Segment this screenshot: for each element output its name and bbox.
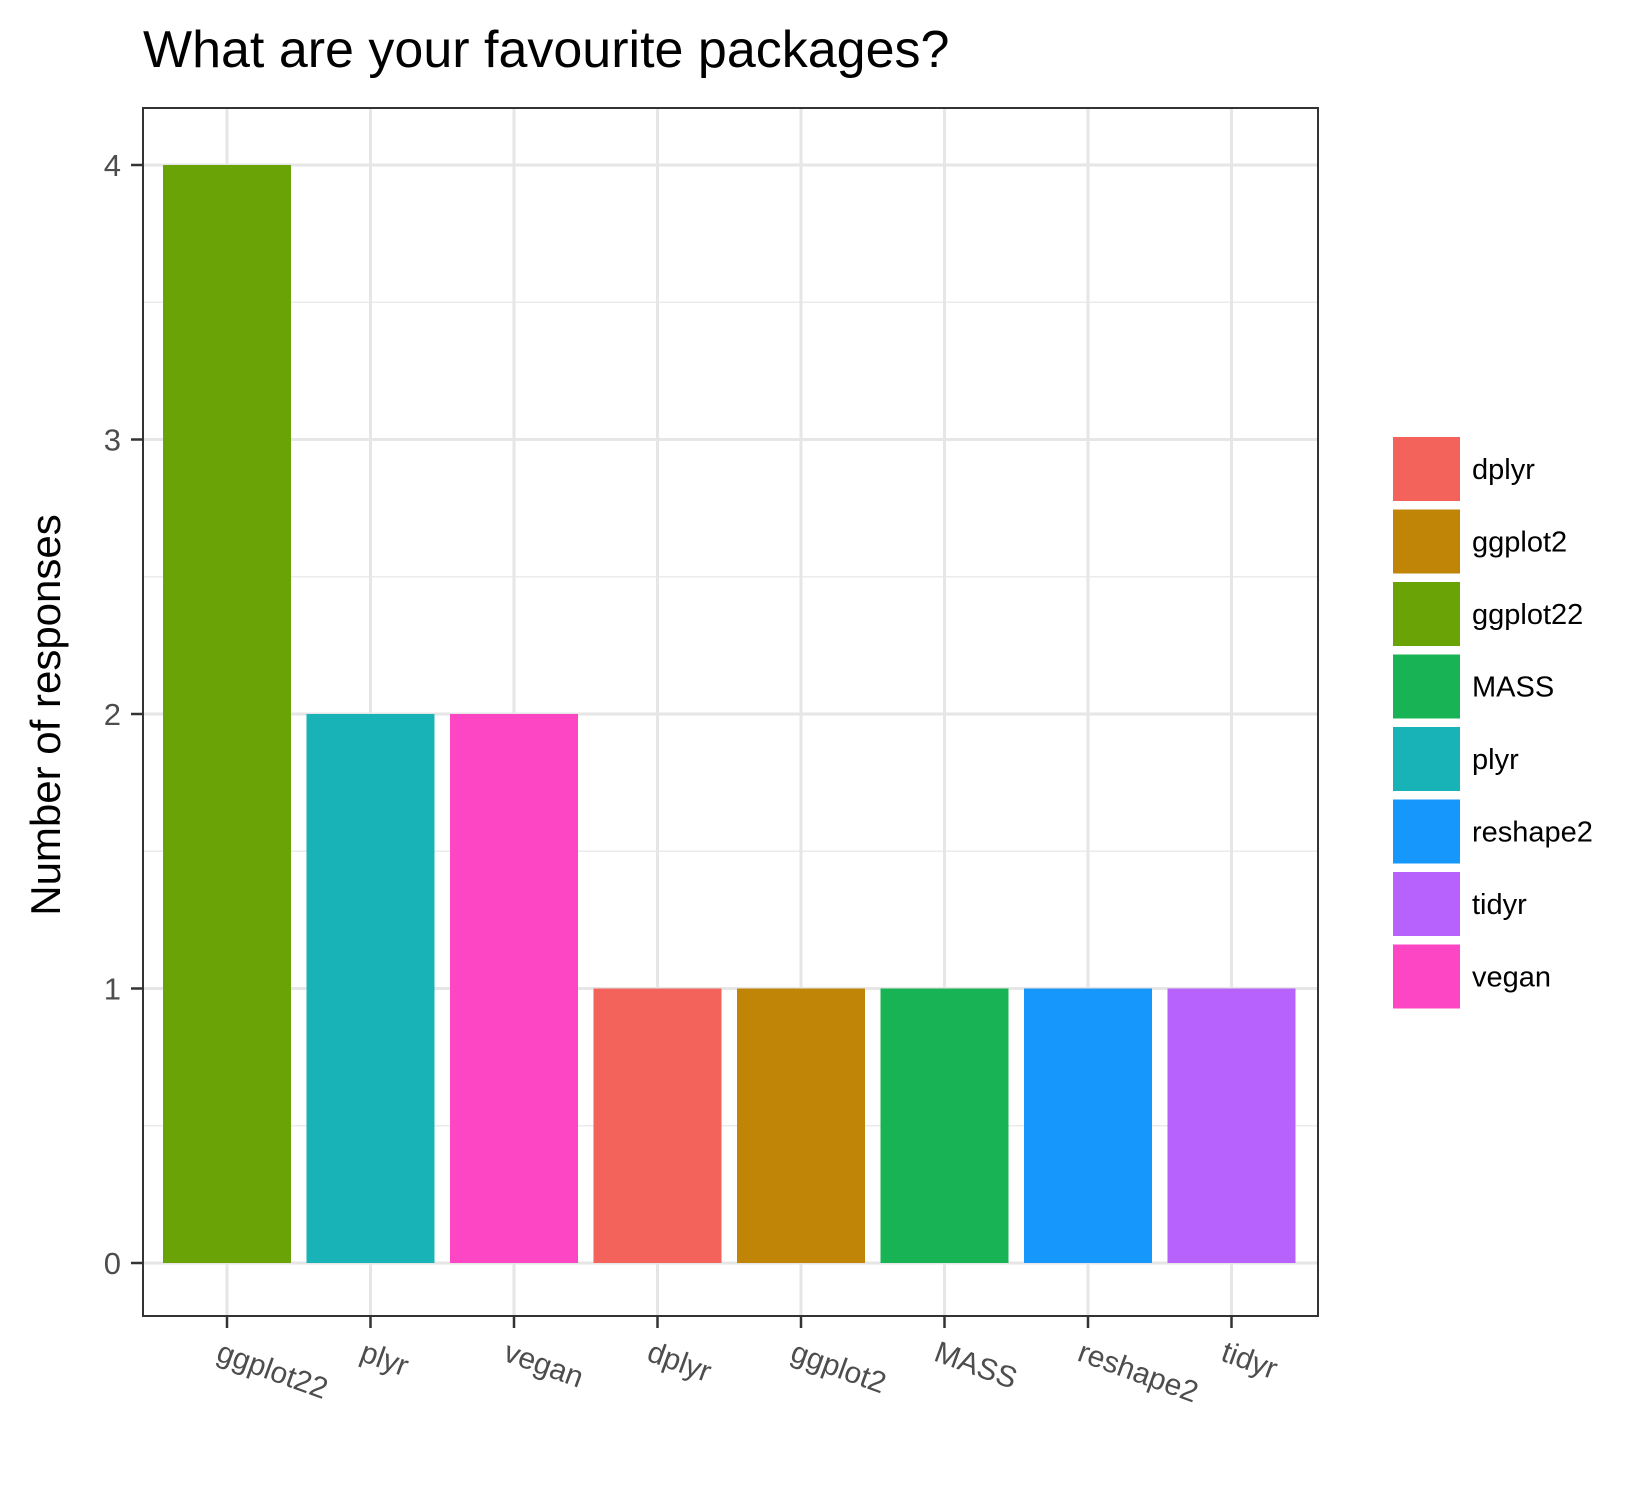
x-tick-label: MASS: [930, 1336, 1021, 1396]
bar-dplyr: [593, 988, 722, 1263]
legend-key: [1393, 509, 1460, 574]
legend-key: [1393, 654, 1460, 719]
y-tick-label: 2: [104, 697, 121, 732]
legend-key: [1393, 582, 1460, 646]
bar-MASS: [880, 988, 1009, 1263]
y-tick-label: 3: [104, 423, 121, 458]
legend-key: [1393, 872, 1460, 936]
legend-key: [1393, 727, 1460, 791]
x-tick-label: plyr: [356, 1336, 413, 1384]
legend-label: tidyr: [1472, 889, 1527, 921]
legend-label: plyr: [1472, 744, 1519, 776]
x-tick-label: vegan: [500, 1336, 588, 1395]
x-tick-label: dplyr: [643, 1336, 715, 1389]
x-tick-label: tidyr: [1217, 1336, 1282, 1386]
legend-key: [1393, 944, 1460, 1009]
y-tick-label: 4: [104, 148, 121, 183]
bar-plyr: [306, 714, 435, 1263]
legend-label: MASS: [1472, 672, 1554, 704]
bar-ggplot22: [163, 165, 291, 1263]
legend-label: reshape2: [1472, 817, 1593, 849]
y-axis-title: Number of responses: [22, 514, 69, 916]
chart-title: What are your favourite packages?: [143, 21, 949, 79]
legend-label: ggplot22: [1472, 599, 1583, 631]
x-tick-label: ggplot22: [213, 1336, 332, 1406]
bar-tidyr: [1167, 988, 1296, 1263]
legend-label: ggplot2: [1472, 527, 1567, 559]
legend-label: dplyr: [1472, 454, 1535, 486]
legend-key: [1393, 437, 1460, 501]
plot-border: [142, 107, 1319, 1317]
bar-ggplot2: [737, 988, 865, 1263]
bar-reshape2: [1024, 988, 1152, 1263]
plot-area: 0 1 2 3 4 ggplot22 plyr vegan dplyr ggplot2 MASS re…: [104, 107, 1319, 1410]
legend: dplyr ggplot2 ggplot22 MASS plyr reshape2 tidy…: [1393, 437, 1593, 1009]
legend-label: vegan: [1472, 962, 1551, 994]
legend-key: [1393, 799, 1460, 864]
y-tick-label: 1: [104, 972, 121, 1007]
y-tick-label: 0: [104, 1246, 121, 1281]
bar-vegan: [450, 714, 578, 1263]
x-tick-label: ggplot2: [787, 1336, 891, 1401]
x-tick-label: reshape2: [1074, 1336, 1203, 1410]
